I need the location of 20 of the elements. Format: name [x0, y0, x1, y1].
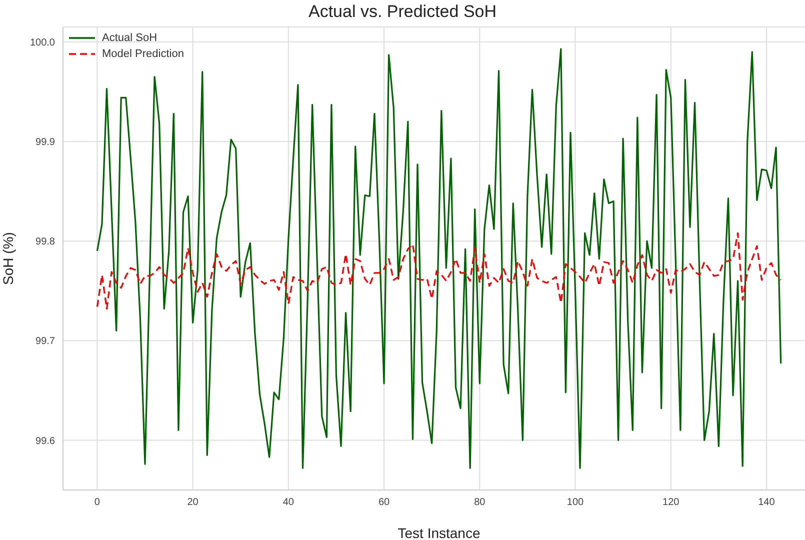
y-axis-title: SoH (%) [0, 232, 16, 285]
line-series [96, 232, 782, 310]
legend-label: Model Prediction [102, 47, 184, 62]
x-tick-label: 40 [282, 497, 294, 508]
x-tick-label: 60 [378, 497, 390, 508]
x-tick-label: 120 [662, 497, 680, 508]
x-tick-label: 140 [758, 497, 776, 508]
x-tick-label: 100 [566, 497, 584, 508]
x-tick-label: 80 [474, 497, 486, 508]
y-tick-label: 99.7 [36, 336, 56, 348]
x-axis-title: Test Instance [398, 525, 480, 540]
y-tick-label: 99.8 [36, 236, 56, 248]
y-tick-label: 99.9 [36, 137, 56, 148]
y-tick-label: 99.6 [36, 436, 56, 447]
chart-title: Actual vs. Predicted SoH [307, 2, 498, 22]
x-tick-label: 20 [187, 497, 199, 508]
y-tick-label: 100.0 [30, 37, 56, 48]
line-series [96, 48, 782, 469]
x-tick-label: 0 [94, 497, 100, 508]
legend-label: Actual SoH [102, 31, 158, 46]
